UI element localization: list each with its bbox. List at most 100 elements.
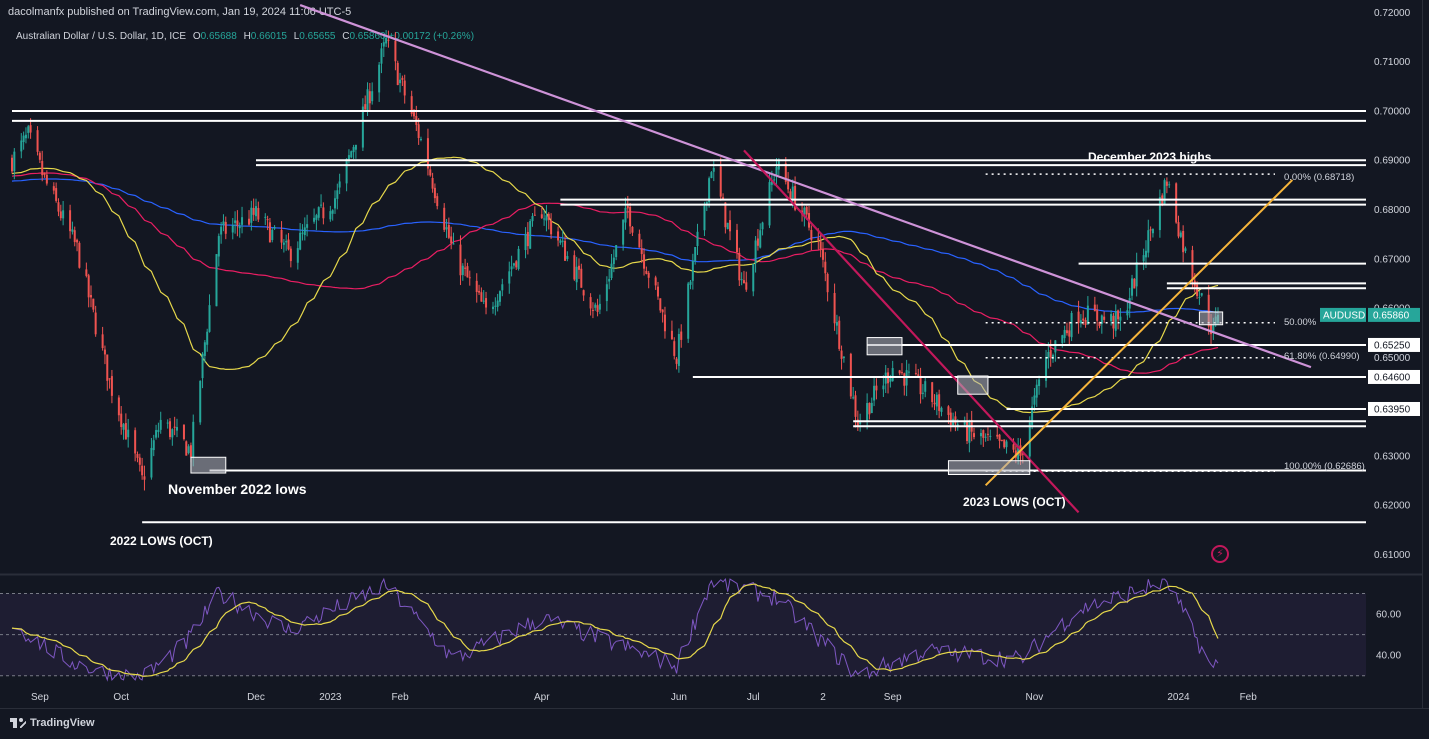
candle-body xyxy=(182,424,185,440)
candle-body xyxy=(138,457,141,465)
annotation-december-highs: December 2023 highs xyxy=(1088,150,1212,164)
candle-body xyxy=(401,77,404,80)
candle-body xyxy=(670,330,673,340)
candle-body xyxy=(459,244,462,276)
candle-body xyxy=(1200,293,1203,296)
candle-body xyxy=(159,419,162,430)
time-axis-label: Sep xyxy=(31,692,49,703)
candle-body xyxy=(192,421,195,458)
candle-body xyxy=(43,172,46,175)
price-tick-label: 0.61000 xyxy=(1374,550,1411,561)
candle-body xyxy=(494,305,497,307)
candle-body xyxy=(338,181,341,188)
candle-body xyxy=(234,220,237,223)
candle-body xyxy=(189,445,192,458)
candle-body xyxy=(826,274,829,293)
time-axis-label: Feb xyxy=(1240,692,1258,703)
annotation-2023-lows: 2023 LOWS (OCT) xyxy=(963,495,1066,509)
candle-body xyxy=(143,476,146,480)
candle-body xyxy=(854,395,857,417)
candle-body xyxy=(738,252,741,281)
symbol-tag-box xyxy=(1320,307,1366,322)
candle-body xyxy=(787,181,790,190)
candle-body xyxy=(917,374,920,376)
candle-body xyxy=(10,157,14,172)
candle-body xyxy=(1003,439,1006,448)
candle-body xyxy=(598,303,601,310)
time-axis-label: 2 xyxy=(820,692,826,703)
candle-body xyxy=(1079,320,1082,324)
price-tick-label: 0.72000 xyxy=(1374,8,1411,19)
candle-body xyxy=(1052,354,1055,360)
candle-body xyxy=(545,215,548,221)
candle-body xyxy=(710,172,713,179)
candle-body xyxy=(663,314,666,332)
candle-body xyxy=(141,465,144,476)
rsi-ma-line xyxy=(11,583,1219,677)
candle-body xyxy=(724,202,727,228)
candle-body xyxy=(810,230,813,241)
candle-body xyxy=(85,269,88,276)
candle-body xyxy=(526,231,529,247)
lightning-icon[interactable]: ⚡ xyxy=(1211,545,1229,563)
level-tag-label: 0.64600 xyxy=(1374,372,1411,383)
sma-50-line xyxy=(11,156,1219,414)
candle-body xyxy=(933,402,936,405)
candle-body xyxy=(512,263,515,266)
candle-body xyxy=(24,134,27,139)
candle-body xyxy=(963,420,966,425)
candle-body xyxy=(1038,379,1041,387)
candle-body xyxy=(761,222,764,230)
legend-low-label: L xyxy=(293,31,300,42)
candle-body xyxy=(998,434,1001,441)
price-tick-label: 0.71000 xyxy=(1374,57,1411,68)
candle-body xyxy=(1098,321,1101,326)
candle-body xyxy=(643,254,646,269)
candle-body xyxy=(533,214,536,216)
publisher-line: dacolmanfx published on TradingView.com,… xyxy=(8,6,352,18)
candle-body xyxy=(608,278,611,282)
candle-body xyxy=(564,240,567,261)
candle-body xyxy=(29,125,32,133)
rsi-tick-label: 60.00 xyxy=(1376,610,1401,621)
candle-body xyxy=(866,403,869,422)
candle-body xyxy=(436,196,439,207)
candle-body xyxy=(591,309,594,311)
candle-body xyxy=(756,238,759,246)
candle-body xyxy=(320,204,323,206)
candle-body xyxy=(110,376,113,396)
candle-body xyxy=(966,421,969,441)
candle-body xyxy=(1133,278,1136,289)
candle-body xyxy=(973,433,976,438)
tradingview-logo[interactable]: TradingView xyxy=(10,717,95,729)
candle-body xyxy=(594,304,597,308)
candle-body xyxy=(821,249,824,260)
candle-body xyxy=(561,240,564,242)
candle-body xyxy=(317,207,320,218)
candle-body xyxy=(1149,229,1152,231)
candle-body xyxy=(345,158,348,184)
candle-body xyxy=(1005,441,1008,448)
candle-body xyxy=(775,166,778,177)
candle-body xyxy=(1021,453,1024,455)
candle-body xyxy=(752,264,755,292)
candle-body xyxy=(203,342,206,356)
candle-body xyxy=(589,297,592,309)
candle-body xyxy=(429,169,432,176)
candle-body xyxy=(726,222,729,229)
candle-body xyxy=(1177,222,1180,237)
candle-body xyxy=(426,138,429,169)
candle-body xyxy=(1163,180,1166,205)
candle-body xyxy=(986,433,989,435)
candle-body xyxy=(157,429,160,433)
candle-body xyxy=(236,220,239,226)
candle-body xyxy=(833,293,836,324)
candle-body xyxy=(1151,228,1154,234)
candle-body xyxy=(1144,250,1147,258)
candle-body xyxy=(882,385,885,390)
candle-body xyxy=(1065,330,1068,334)
candle-body xyxy=(106,354,109,381)
candle-body xyxy=(661,309,664,313)
descending-trendline xyxy=(299,4,1312,369)
